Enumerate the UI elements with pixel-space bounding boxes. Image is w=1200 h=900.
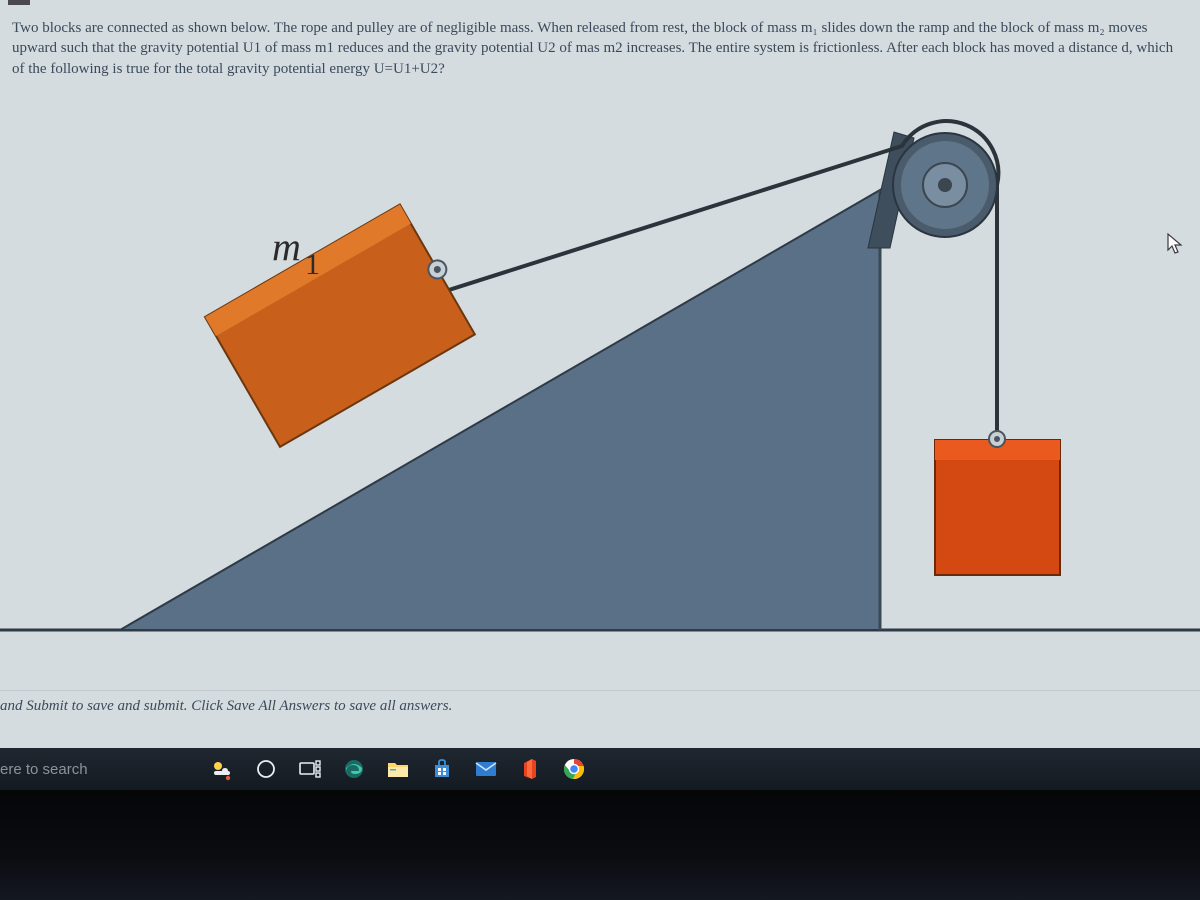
pulley xyxy=(893,133,997,237)
search-placeholder: ere to search xyxy=(0,761,88,778)
laptop-bezel xyxy=(0,790,1200,900)
ramp xyxy=(120,190,880,630)
question-body: Two blocks are connected as shown below.… xyxy=(12,20,1173,77)
block-m2 xyxy=(935,431,1060,575)
weather-icon[interactable] xyxy=(200,748,244,790)
window-fragment xyxy=(8,0,30,5)
mail-icon[interactable] xyxy=(464,748,508,790)
question-text: Two blocks are connected as shown below.… xyxy=(12,18,1188,79)
physics-diagram: m 1 xyxy=(0,90,1200,670)
cortana-icon[interactable] xyxy=(244,748,288,790)
windows-taskbar[interactable]: ere to search xyxy=(0,748,1200,790)
screen-content: Two blocks are connected as shown below.… xyxy=(0,0,1200,780)
edge-icon[interactable] xyxy=(332,748,376,790)
task-view-icon[interactable] xyxy=(288,748,332,790)
footer-text-content: and Submit to save and submit. Click Sav… xyxy=(0,698,452,714)
office-icon[interactable] xyxy=(508,748,552,790)
chrome-icon[interactable] xyxy=(552,748,596,790)
store-icon[interactable] xyxy=(420,748,464,790)
explorer-icon[interactable] xyxy=(376,748,420,790)
svg-text:m: m xyxy=(272,224,301,269)
svg-text:1: 1 xyxy=(305,248,320,281)
submit-instruction: and Submit to save and submit. Click Sav… xyxy=(0,690,1200,725)
block-m1 xyxy=(205,200,483,447)
taskbar-search[interactable]: ere to search xyxy=(0,748,200,790)
